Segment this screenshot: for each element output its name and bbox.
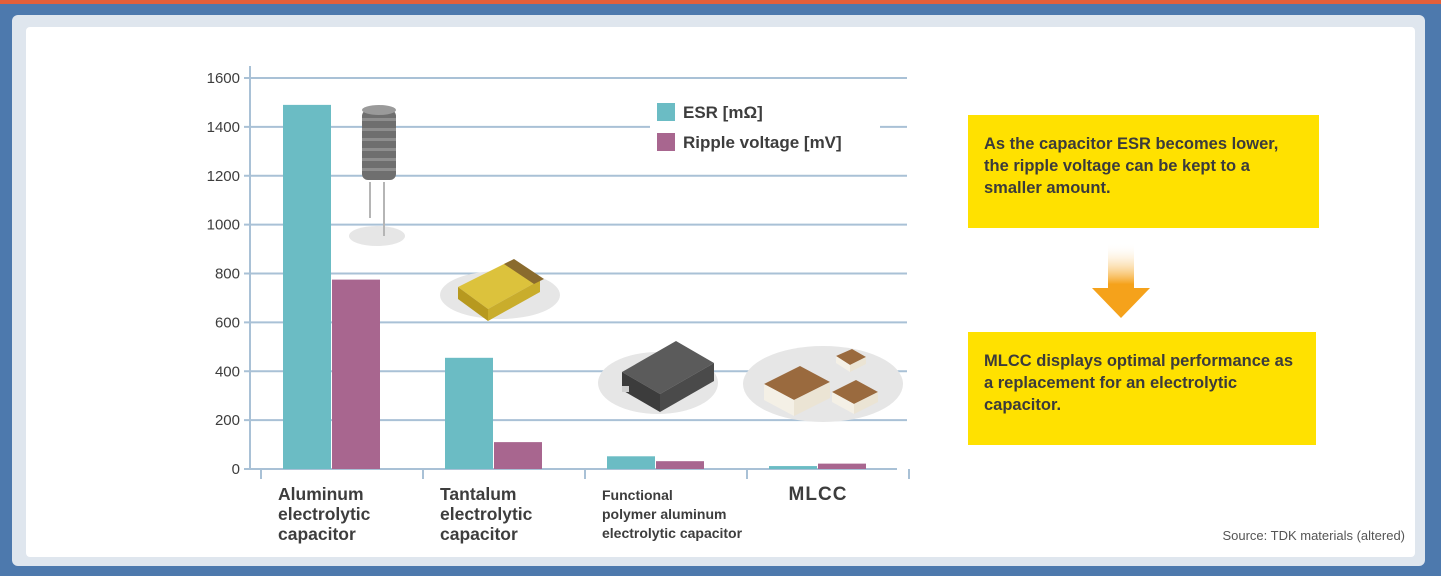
polymer-capacitor-icon [598,341,718,414]
bar-esr [283,104,331,469]
capacitor-illustrations [349,105,903,422]
y-tick-label: 400 [215,363,240,380]
legend-background [650,95,880,165]
y-tick-label: 1600 [207,70,240,87]
y-tick-label: 0 [232,461,240,478]
x-category-label: Tantalum electrolytic capacitor [440,484,533,544]
bar-ripple [818,463,866,469]
y-tick-label: 200 [215,412,240,429]
legend-swatch [657,133,675,151]
x-category-label: Functional polymer aluminum electrolytic c… [602,487,743,541]
mlcc-icon [743,346,903,422]
down-arrow-icon [1092,243,1150,318]
top-accent-stripe [0,0,1441,4]
x-category-label: Aluminum electrolytic capacitor [278,484,371,544]
bar-esr [607,456,655,469]
y-tick-label: 1400 [207,119,240,136]
y-tick-label: 600 [215,314,240,331]
callout-esr-note: As the capacitor ESR becomes lower, the … [968,115,1319,228]
bar-esr [445,357,493,469]
legend-swatch [657,103,675,121]
bar-ripple [332,279,380,469]
x-axis-labels: Aluminum electrolytic capacitor Tantalum ele… [278,484,848,544]
source-note: Source: TDK materials (altered) [1222,528,1405,543]
x-category-label: MLCC [789,484,848,505]
y-tick-label: 800 [215,266,240,283]
bar-ripple [656,461,704,469]
callout-mlcc-note: MLCC displays optimal performance as a r… [968,332,1316,445]
bar-ripple [494,442,542,469]
legend: ESR [mΩ] Ripple voltage [mV] [650,95,880,165]
y-tick-label: 1200 [207,168,240,185]
y-tick-label: 1000 [207,217,240,234]
legend-label: ESR [mΩ] [683,103,763,122]
tantalum-capacitor-icon [440,259,560,321]
aluminum-capacitor-icon [349,105,405,246]
bars [283,104,866,469]
legend-label: Ripple voltage [mV] [683,133,842,152]
bar-esr [769,466,817,469]
